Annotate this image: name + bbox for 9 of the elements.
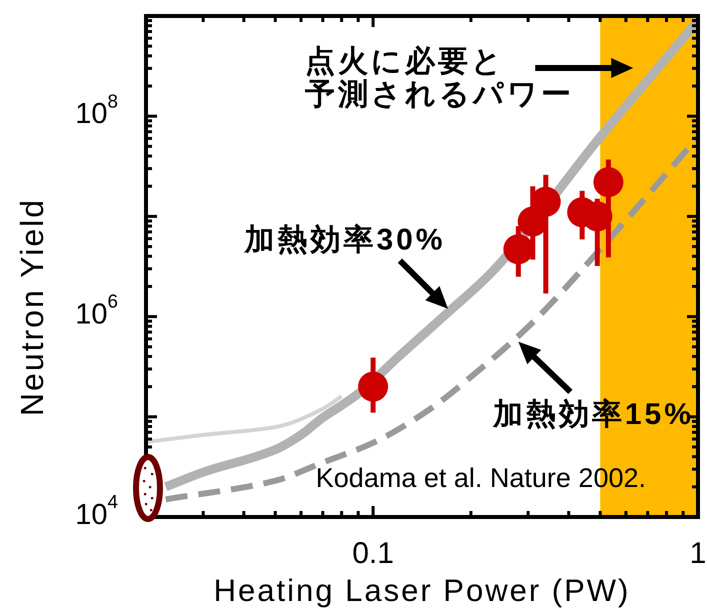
x-axis-title: Heating Laser Power (PW) [214,573,630,608]
annotation: 加熱効率30% [243,222,446,257]
y-tick-label: 10$^{6}$ [75,290,118,331]
x-tick-label: 1 [690,537,706,570]
x-tick-label: 0.1 [352,537,394,570]
band-label: 点火に必要と予測されるパワー [304,45,574,111]
y-tick-label: 10$^{4}$ [75,491,118,531]
y-tick-label: 10$^{8}$ [75,90,118,130]
y-axis-title: Neutron Yield [14,198,50,416]
